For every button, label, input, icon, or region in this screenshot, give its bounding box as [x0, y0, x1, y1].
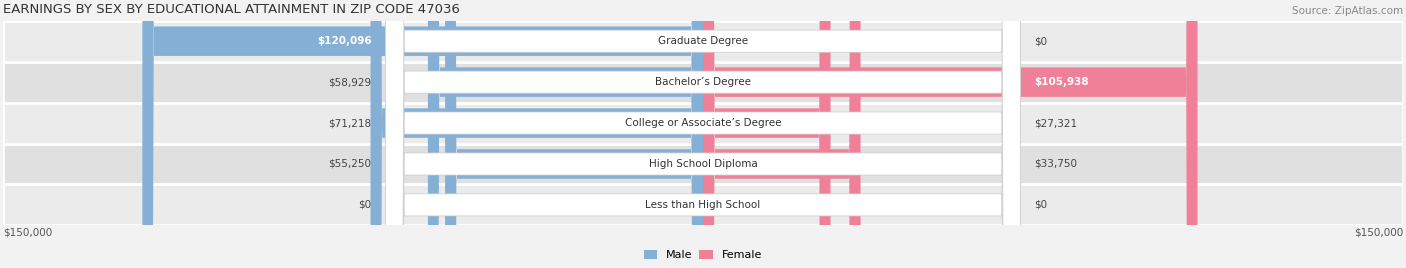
Bar: [3, 62, 1403, 103]
FancyBboxPatch shape: [371, 0, 703, 268]
Bar: [3, 21, 1403, 62]
Text: Source: ZipAtlas.com: Source: ZipAtlas.com: [1292, 6, 1403, 16]
FancyBboxPatch shape: [446, 0, 703, 268]
Bar: [3, 103, 1403, 144]
FancyBboxPatch shape: [703, 0, 1198, 268]
FancyBboxPatch shape: [385, 0, 1021, 268]
Bar: [3, 144, 1403, 184]
Text: College or Associate’s Degree: College or Associate’s Degree: [624, 118, 782, 128]
FancyBboxPatch shape: [703, 0, 860, 268]
FancyBboxPatch shape: [385, 0, 1021, 268]
Text: $120,096: $120,096: [316, 36, 371, 46]
Text: $71,218: $71,218: [329, 118, 371, 128]
Text: $105,938: $105,938: [1035, 77, 1090, 87]
FancyBboxPatch shape: [142, 0, 703, 268]
FancyBboxPatch shape: [385, 0, 1021, 268]
Text: $33,750: $33,750: [1035, 159, 1077, 169]
Text: $55,250: $55,250: [329, 159, 371, 169]
Text: High School Diploma: High School Diploma: [648, 159, 758, 169]
Text: $58,929: $58,929: [329, 77, 371, 87]
Text: Less than High School: Less than High School: [645, 200, 761, 210]
Text: EARNINGS BY SEX BY EDUCATIONAL ATTAINMENT IN ZIP CODE 47036: EARNINGS BY SEX BY EDUCATIONAL ATTAINMEN…: [3, 3, 460, 16]
Text: $0: $0: [1035, 36, 1047, 46]
Text: $150,000: $150,000: [1354, 227, 1403, 237]
Text: Graduate Degree: Graduate Degree: [658, 36, 748, 46]
Text: $0: $0: [359, 200, 371, 210]
FancyBboxPatch shape: [385, 0, 1021, 268]
FancyBboxPatch shape: [703, 0, 831, 268]
Text: $0: $0: [1035, 200, 1047, 210]
Legend: Male, Female: Male, Female: [640, 245, 766, 265]
FancyBboxPatch shape: [385, 0, 1021, 268]
Text: Bachelor’s Degree: Bachelor’s Degree: [655, 77, 751, 87]
Text: $27,321: $27,321: [1035, 118, 1077, 128]
Bar: [3, 184, 1403, 225]
FancyBboxPatch shape: [427, 0, 703, 268]
Text: $150,000: $150,000: [3, 227, 52, 237]
